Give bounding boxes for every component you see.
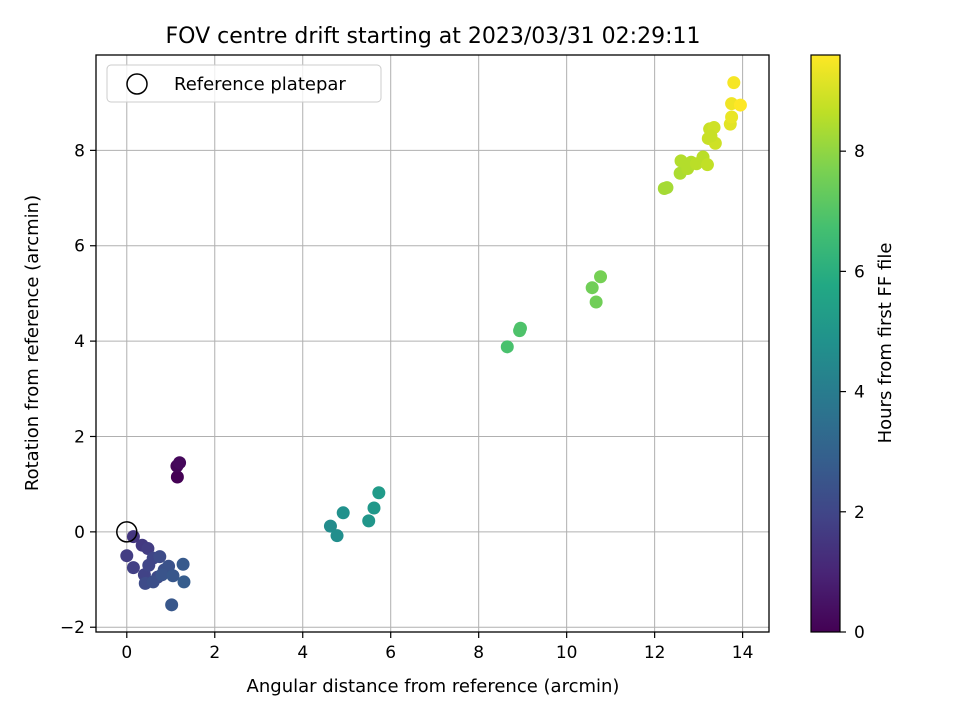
- data-point: [660, 181, 674, 195]
- y-axis-ticks: −2 0 2 4 6 8: [60, 141, 96, 638]
- data-point: [165, 598, 179, 612]
- reference-marker-layer: [116, 521, 138, 543]
- data-point: [733, 98, 747, 112]
- grid: [96, 55, 769, 632]
- y-tick-label: 6: [74, 237, 85, 257]
- reference-marker: [116, 521, 138, 543]
- chart-title: FOV centre drift starting at 2023/03/31 …: [166, 24, 701, 49]
- data-point: [330, 529, 344, 543]
- colorbar-tick-label: 0: [854, 623, 865, 643]
- data-point: [336, 506, 350, 520]
- y-tick-label: 0: [74, 523, 85, 543]
- plot-frame: [95, 54, 770, 633]
- y-tick-label: 8: [74, 141, 85, 161]
- data-point: [177, 575, 191, 589]
- data-point: [153, 550, 167, 564]
- data-point: [126, 561, 140, 575]
- legend-box: [106, 64, 382, 103]
- x-tick-label: 0: [121, 643, 132, 663]
- data-point: [727, 76, 741, 90]
- x-tick-label: 2: [209, 643, 220, 663]
- x-axis-label: Angular distance from reference (arcmin): [247, 676, 620, 697]
- data-point: [704, 129, 718, 143]
- colorbar-label: Hours from first FF file: [875, 243, 896, 444]
- legend-entry-reference: Reference platepar: [174, 74, 346, 95]
- data-point: [594, 270, 608, 284]
- data-point: [700, 158, 714, 172]
- data-point: [176, 557, 190, 571]
- data-point: [500, 340, 514, 354]
- data-point: [372, 486, 386, 500]
- x-tick-label: 8: [473, 643, 484, 663]
- colorbar-ticks: 0 2 4 6 8: [840, 142, 865, 643]
- data-point: [146, 575, 160, 589]
- y-tick-label: 4: [74, 332, 85, 352]
- x-tick-label: 6: [385, 643, 396, 663]
- x-tick-label: 12: [644, 643, 666, 663]
- data-point: [323, 519, 337, 533]
- y-tick-label: −2: [60, 618, 85, 638]
- y-axis-label: Rotation from reference (arcmin): [22, 195, 43, 491]
- data-point: [155, 568, 169, 582]
- x-tick-label: 10: [556, 643, 578, 663]
- colorbar-tick-label: 4: [854, 383, 865, 403]
- data-point: [367, 501, 381, 515]
- y-tick-label: 2: [74, 427, 85, 447]
- data-point: [362, 514, 376, 528]
- colorbar: [810, 54, 841, 633]
- data-point: [170, 470, 184, 484]
- colorbar-tick-label: 2: [854, 503, 865, 523]
- x-tick-label: 14: [732, 643, 754, 663]
- data-point: [513, 321, 527, 335]
- data-point: [585, 281, 599, 295]
- legend-marker-reference: [126, 73, 148, 95]
- data-point: [141, 542, 155, 556]
- data-point: [725, 110, 739, 124]
- data-point: [173, 456, 187, 470]
- x-tick-label: 4: [297, 643, 308, 663]
- colorbar-tick-label: 8: [854, 142, 865, 162]
- legend: Reference platepar: [106, 64, 382, 103]
- data-point: [589, 295, 603, 309]
- colorbar-tick-label: 6: [854, 262, 865, 282]
- data-point: [120, 549, 134, 563]
- x-axis-ticks: 0 2 4 6 8 10 12 14: [121, 632, 753, 663]
- data-point: [166, 569, 180, 583]
